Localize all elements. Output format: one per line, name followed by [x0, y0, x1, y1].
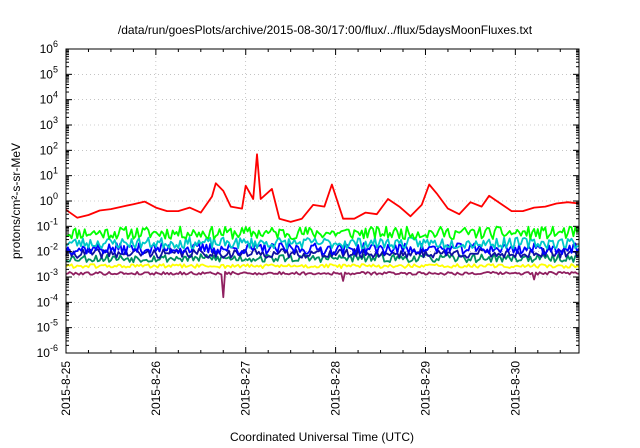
y-tick-label: 103: [40, 115, 58, 132]
series-group: [65, 153, 580, 299]
series-line: [65, 153, 580, 223]
y-axis-label: protons/cm²-s-sr-MeV: [9, 143, 23, 259]
y-tick-label: 102: [40, 140, 58, 157]
y-axis-label-text: protons/cm²-s-sr-MeV: [9, 143, 23, 259]
y-tick-label: 101: [40, 166, 58, 183]
series-line: [65, 270, 580, 299]
y-tick-label: 10-1: [37, 216, 58, 233]
y-tick-label: 10-2: [37, 242, 58, 259]
series-line: [65, 242, 580, 256]
x-tick-label: 2015-8-26: [149, 361, 163, 416]
y-tick-label: 10-5: [37, 318, 58, 335]
series-line: [65, 225, 580, 241]
x-tick-label: 2015-8-27: [239, 361, 253, 416]
x-axis-label: Coordinated Universal Time (UTC): [230, 430, 414, 444]
y-tick-label: 104: [40, 90, 58, 107]
y-tick-label: 10-4: [37, 292, 58, 309]
y-tick-label: 10-6: [37, 343, 58, 360]
series-line: [65, 253, 580, 264]
y-tick-label: 105: [40, 64, 58, 81]
x-tick-label: 2015-8-25: [59, 361, 73, 416]
x-tick-label: 2015-8-28: [329, 361, 343, 416]
x-tick-label: 2015-8-29: [418, 361, 432, 416]
x-tick-label: 2015-8-30: [508, 361, 522, 416]
chart-title: /data/run/goesPlots/archive/2015-08-30/1…: [118, 23, 533, 37]
series-line: [65, 263, 580, 269]
y-tick-label: 10-3: [37, 267, 58, 284]
y-tick-label: 106: [40, 39, 58, 56]
y-tick-label: 100: [40, 191, 58, 208]
series-line: [65, 248, 580, 259]
series-line: [65, 236, 580, 250]
grid: [66, 49, 579, 353]
plot-frame: [65, 48, 580, 354]
